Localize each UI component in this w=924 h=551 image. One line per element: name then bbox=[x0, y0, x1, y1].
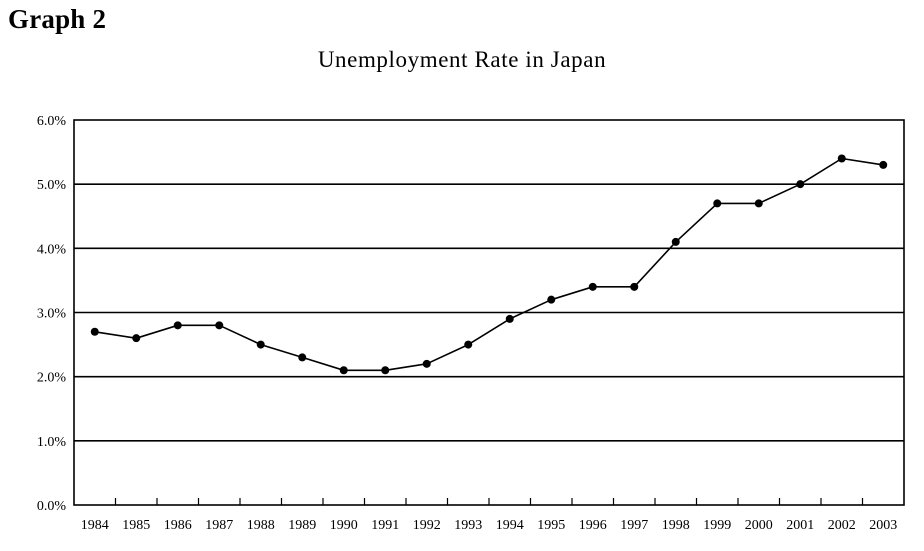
data-point bbox=[132, 334, 141, 343]
x-tick-label: 1986 bbox=[164, 518, 192, 533]
data-point bbox=[256, 340, 265, 349]
data-point bbox=[339, 366, 348, 375]
plot-frame bbox=[73, 119, 905, 506]
x-tick-label: 1998 bbox=[662, 518, 690, 533]
data-point bbox=[505, 314, 514, 323]
data-point bbox=[422, 359, 431, 368]
data-point bbox=[671, 237, 680, 246]
data-point bbox=[464, 340, 473, 349]
data-point bbox=[588, 282, 597, 291]
x-tick-label: 1992 bbox=[413, 518, 441, 533]
y-tick-label: 1.0% bbox=[37, 435, 67, 450]
x-tick-label: 1984 bbox=[81, 518, 109, 533]
x-tick-label: 1995 bbox=[537, 518, 565, 533]
series-polyline bbox=[94, 157, 884, 372]
chart-title: Unemployment Rate in Japan bbox=[317, 47, 607, 72]
data-point bbox=[381, 366, 390, 375]
x-tick-label: 1990 bbox=[330, 518, 358, 533]
data-point bbox=[879, 160, 888, 169]
data-point bbox=[713, 199, 722, 208]
x-tick-label: 1999 bbox=[703, 518, 731, 533]
y-tick-label: 2.0% bbox=[37, 371, 67, 386]
y-tick-label: 4.0% bbox=[37, 242, 67, 257]
x-tick-label: 2000 bbox=[745, 518, 773, 533]
x-axis-tick-labels: 1984 1985 1986 1987 1988 1989 1990 1991 1992 1993… bbox=[81, 518, 898, 533]
series-line bbox=[94, 157, 884, 372]
x-tick-label: 2002 bbox=[828, 518, 856, 533]
data-point bbox=[796, 180, 805, 189]
x-tick-label: 1996 bbox=[579, 518, 607, 533]
y-tick-label: 3.0% bbox=[37, 307, 67, 322]
graph-number-label: Graph 2 bbox=[8, 4, 107, 34]
y-tick-label: 6.0% bbox=[37, 114, 67, 129]
data-point bbox=[173, 321, 182, 330]
data-point bbox=[547, 295, 556, 304]
y-tick-label: 0.0% bbox=[37, 499, 67, 514]
series-markers bbox=[90, 154, 888, 375]
data-point bbox=[837, 154, 846, 163]
x-tick-label: 1993 bbox=[454, 518, 482, 533]
y-axis-tick-labels: 0.0% 1.0% 2.0% 3.0% 4.0% 5.0% 6.0% bbox=[37, 114, 67, 514]
x-tick-label: 1987 bbox=[205, 518, 233, 533]
x-tick-label: 1994 bbox=[496, 518, 524, 533]
data-point bbox=[298, 353, 307, 362]
x-tick-label: 2003 bbox=[869, 518, 897, 533]
data-point bbox=[630, 282, 639, 291]
data-point bbox=[90, 327, 99, 336]
y-tick-label: 5.0% bbox=[37, 178, 67, 193]
x-tick-label: 1988 bbox=[247, 518, 275, 533]
x-tick-label: 1989 bbox=[288, 518, 316, 533]
grid-lines bbox=[74, 183, 904, 442]
data-point bbox=[215, 321, 224, 330]
x-tick-label: 1991 bbox=[371, 518, 399, 533]
x-tick-label: 1985 bbox=[122, 518, 150, 533]
x-tick-label: 2001 bbox=[786, 518, 814, 533]
data-point bbox=[754, 199, 763, 208]
x-tick-label: 1997 bbox=[620, 518, 648, 533]
